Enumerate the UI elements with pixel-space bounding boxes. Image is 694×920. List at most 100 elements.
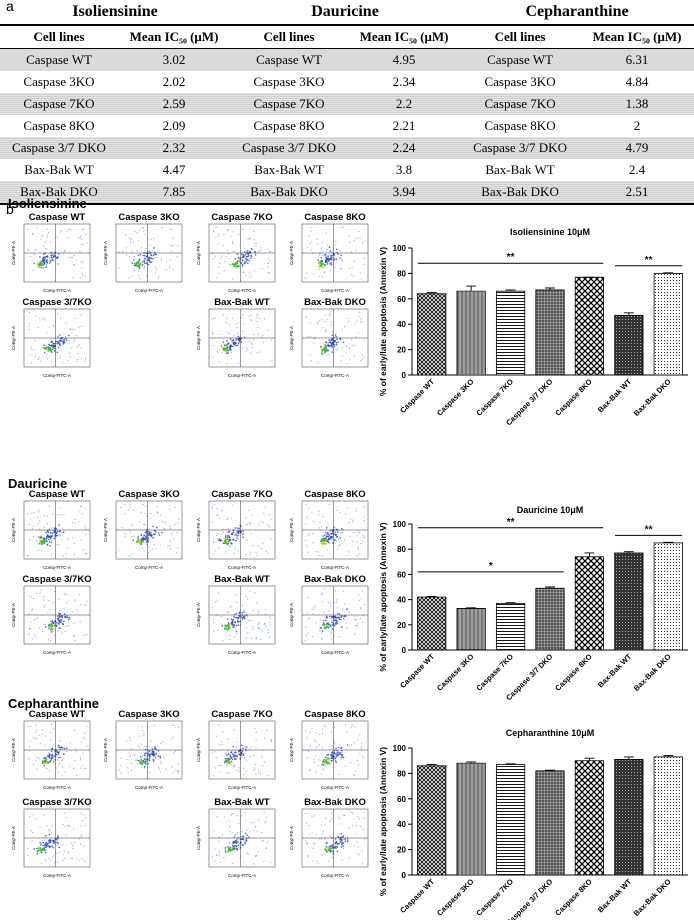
- event-dot: [130, 240, 132, 243]
- event-dot: [236, 260, 239, 263]
- event-dot: [65, 817, 67, 819]
- event-dot: [74, 639, 76, 642]
- event-dot: [358, 818, 360, 820]
- event-dot: [36, 847, 38, 850]
- event-dot: [130, 763, 133, 765]
- event-dot: [328, 341, 331, 344]
- event-dot: [231, 533, 233, 535]
- event-dot: [324, 341, 327, 343]
- event-dot: [318, 262, 321, 265]
- event-dot: [47, 231, 50, 234]
- event-dot: [159, 514, 161, 517]
- event-dot: [39, 528, 41, 530]
- event-dot: [338, 618, 341, 620]
- event-dot: [46, 767, 48, 770]
- event-dot: [162, 521, 164, 523]
- event-dot: [56, 351, 59, 354]
- event-dot: [137, 260, 140, 263]
- event-dot: [317, 764, 319, 767]
- event-dot: [231, 504, 233, 506]
- column-header: Mean IC₅₀ (μM): [118, 25, 231, 49]
- event-dot: [73, 828, 75, 830]
- event-dot: [333, 258, 336, 260]
- event-dot: [321, 630, 324, 633]
- event-dot: [71, 842, 73, 845]
- event-dot: [243, 609, 245, 612]
- event-dot: [57, 836, 59, 839]
- event-dot: [36, 818, 38, 820]
- event-dot: [335, 847, 337, 850]
- event-dot: [37, 358, 39, 361]
- event-dot: [36, 756, 38, 758]
- event-dot: [45, 539, 48, 542]
- event-dot: [329, 605, 332, 607]
- event-dot: [322, 516, 324, 518]
- event-dot: [334, 531, 337, 534]
- flow-axis-label: Comp-FITC-A: [321, 565, 349, 570]
- event-dot: [232, 862, 234, 865]
- event-dot: [52, 627, 55, 630]
- event-dot: [148, 750, 151, 752]
- event-dot: [59, 740, 61, 742]
- event-dot: [327, 260, 330, 262]
- event-dot: [221, 533, 223, 536]
- event-dot: [228, 535, 230, 538]
- event-dot: [169, 525, 171, 527]
- event-dot: [245, 553, 247, 556]
- event-dot: [145, 541, 148, 543]
- event-dot: [29, 255, 31, 258]
- event-dot: [331, 757, 333, 759]
- event-dot: [230, 345, 233, 348]
- event-dot: [232, 841, 234, 844]
- event-dot: [122, 251, 124, 253]
- event-dot: [124, 532, 126, 534]
- event-dot: [143, 267, 145, 269]
- flow-axis-label: Comp-PE-A: [103, 518, 108, 542]
- event-dot: [224, 536, 227, 538]
- event-dot: [326, 258, 328, 261]
- event-dot: [211, 505, 213, 507]
- event-dot: [348, 857, 351, 859]
- event-dot: [361, 242, 364, 244]
- event-dot: [235, 754, 237, 757]
- event-dot: [140, 743, 143, 745]
- event-dot: [175, 769, 177, 771]
- event-dot: [256, 555, 258, 557]
- event-dot: [321, 276, 323, 278]
- event-dot: [339, 537, 342, 539]
- event-dot: [321, 838, 323, 840]
- event-dot: [175, 551, 177, 554]
- event-dot: [229, 760, 232, 763]
- event-dot: [152, 250, 154, 252]
- event-dot: [325, 345, 328, 347]
- event-dot: [38, 542, 41, 545]
- event-dot: [257, 818, 260, 820]
- flow-panel-title: Caspase WT: [29, 212, 86, 223]
- column-header: Cell lines: [460, 25, 581, 49]
- group-header: Dauricine: [230, 0, 461, 26]
- event-dot: [39, 317, 41, 319]
- event-dot: [307, 551, 309, 554]
- event-dot: [227, 528, 229, 530]
- event-dot: [218, 272, 220, 274]
- error-bar: [466, 607, 477, 609]
- event-dot: [49, 626, 52, 629]
- flow-panel-title: Caspase 3KO: [118, 212, 179, 223]
- event-dot: [178, 518, 180, 520]
- event-dot: [241, 835, 243, 838]
- event-dot: [241, 253, 243, 255]
- event-dot: [317, 259, 320, 262]
- bar: [495, 602, 526, 651]
- event-dot: [58, 627, 61, 629]
- event-dot: [130, 748, 132, 750]
- event-dot: [238, 612, 241, 614]
- event-dot: [217, 235, 219, 237]
- event-dot: [127, 767, 129, 769]
- event-dot: [35, 636, 37, 638]
- event-dot: [242, 616, 245, 618]
- event-dot: [40, 535, 42, 538]
- event-dot: [36, 729, 38, 731]
- event-dot: [223, 346, 226, 348]
- event-dot: [362, 535, 364, 537]
- event-dot: [324, 254, 327, 256]
